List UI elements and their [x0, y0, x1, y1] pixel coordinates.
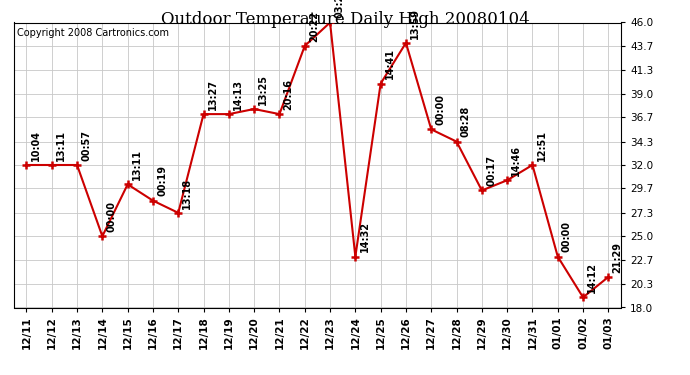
Text: 13:11: 13:11: [56, 130, 66, 161]
Text: 00:00: 00:00: [106, 201, 117, 232]
Text: 00:57: 00:57: [81, 130, 91, 161]
Text: 21:29: 21:29: [613, 242, 622, 273]
Text: 08:28: 08:28: [461, 106, 471, 137]
Text: 20:16: 20:16: [284, 79, 294, 110]
Text: 14:32: 14:32: [359, 222, 370, 252]
Text: 20:22: 20:22: [309, 11, 319, 42]
Text: 00:00: 00:00: [435, 94, 446, 125]
Text: 10:04: 10:04: [30, 130, 41, 161]
Text: 12:51: 12:51: [537, 130, 546, 161]
Text: 13:18: 13:18: [182, 177, 193, 209]
Text: 03:29: 03:29: [334, 0, 344, 18]
Text: 13:59: 13:59: [410, 8, 420, 39]
Text: 13:11: 13:11: [132, 149, 142, 180]
Text: Outdoor Temperature Daily High 20080104: Outdoor Temperature Daily High 20080104: [161, 11, 529, 28]
Text: 14:12: 14:12: [587, 262, 598, 293]
Text: 13:25: 13:25: [258, 74, 268, 105]
Text: 00:19: 00:19: [157, 165, 167, 196]
Text: Copyright 2008 Cartronics.com: Copyright 2008 Cartronics.com: [17, 28, 169, 38]
Text: 13:27: 13:27: [208, 79, 218, 110]
Text: 14:13: 14:13: [233, 79, 243, 110]
Text: 00:17: 00:17: [486, 155, 496, 186]
Text: 14:46: 14:46: [511, 145, 522, 176]
Text: 00:00: 00:00: [562, 222, 572, 252]
Text: 14:41: 14:41: [385, 48, 395, 80]
